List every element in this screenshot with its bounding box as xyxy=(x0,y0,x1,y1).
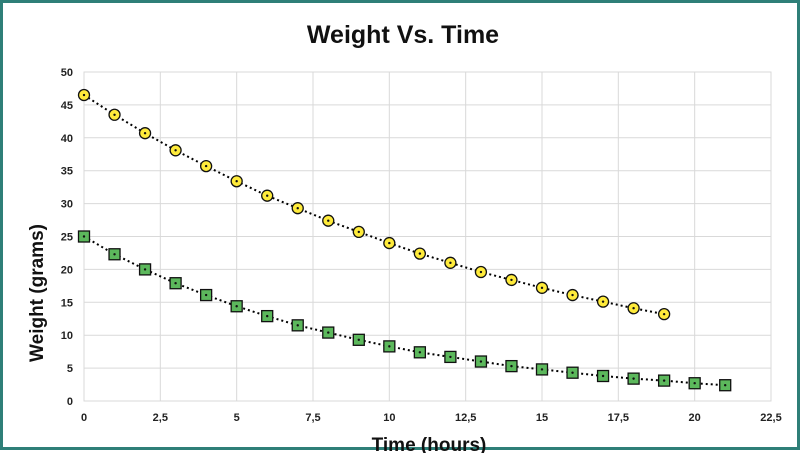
data-point-center-dot xyxy=(510,278,513,282)
data-point-center-dot xyxy=(296,324,299,327)
y-axis-title: Weight (grams) xyxy=(27,224,48,362)
data-point-center-dot xyxy=(296,207,299,210)
tick-labels: 0 5 10 15 20 25 30 35 40 45 50 0 2,5 5 7,5 10 12,5 15 17,5… xyxy=(61,67,782,424)
data-point-center-dot xyxy=(449,355,452,359)
data-point-center-dot xyxy=(174,149,177,152)
trendline-2 xyxy=(83,235,726,387)
data-point-center-dot xyxy=(143,131,147,135)
data-point-center-dot xyxy=(235,180,238,183)
data-point-center-dot xyxy=(113,253,116,256)
y-tick-label: 15 xyxy=(61,297,73,309)
x-tick-label: 10 xyxy=(383,412,395,424)
data-point-center-dot xyxy=(724,384,727,387)
data-point-center-dot xyxy=(632,377,635,380)
data-point-center-dot xyxy=(388,241,391,245)
y-tick-label: 25 xyxy=(61,232,73,244)
data-point-center-dot xyxy=(388,345,391,348)
data-point-center-dot xyxy=(571,293,574,297)
data-point-center-dot xyxy=(418,252,422,255)
data-point-center-dot xyxy=(601,300,605,303)
y-tick-label: 0 xyxy=(67,396,73,408)
y-tick-label: 45 xyxy=(61,100,73,112)
data-point-center-dot xyxy=(357,338,360,342)
data-point-center-dot xyxy=(510,364,513,368)
data-point-center-dot xyxy=(204,164,208,168)
x-axis-title: Time (hours) xyxy=(372,435,487,453)
data-point-center-dot xyxy=(479,270,483,274)
data-point-center-dot xyxy=(266,314,269,318)
grid xyxy=(83,71,772,402)
data-point-center-dot xyxy=(632,307,635,310)
x-tick-label: 7,5 xyxy=(305,412,320,424)
data-point-center-dot xyxy=(601,374,605,378)
chart-canvas: 0 5 10 15 20 25 30 35 40 45 50 0 2,5 5 7,5 10 12,5 15 17,5… xyxy=(27,21,782,453)
data-point-center-dot xyxy=(266,194,269,197)
data-point-center-dot xyxy=(327,219,330,222)
data-point-center-dot xyxy=(418,351,422,354)
y-tick-label: 50 xyxy=(61,67,73,79)
data-point-center-dot xyxy=(662,379,666,382)
data-point-center-dot xyxy=(571,371,574,374)
data-point-center-dot xyxy=(174,282,177,285)
y-tick-label: 10 xyxy=(61,330,73,342)
x-tick-label: 12,5 xyxy=(455,412,476,424)
data-point-center-dot xyxy=(113,113,116,116)
data-point-center-dot xyxy=(357,230,360,234)
y-tick-label: 40 xyxy=(61,133,73,145)
y-tick-label: 30 xyxy=(61,199,73,211)
data-point-center-dot xyxy=(82,235,86,238)
x-tick-label: 0 xyxy=(81,412,87,424)
x-tick-label: 20 xyxy=(689,412,701,424)
data-point-center-dot xyxy=(449,261,452,265)
x-tick-label: 15 xyxy=(536,412,548,424)
data-point-center-dot xyxy=(143,268,147,271)
data-point-center-dot xyxy=(540,368,544,371)
data-point-center-dot xyxy=(82,93,86,97)
data-point-center-dot xyxy=(693,382,696,385)
data-point-center-dot xyxy=(662,312,666,316)
data-point-center-dot xyxy=(235,305,238,308)
y-tick-label: 35 xyxy=(61,166,73,178)
data-point-center-dot xyxy=(479,360,483,363)
series-layer xyxy=(77,88,732,392)
data-point-center-dot xyxy=(327,331,330,334)
data-point-center-dot xyxy=(204,293,208,297)
x-tick-label: 2,5 xyxy=(153,412,168,424)
y-tick-label: 20 xyxy=(61,264,73,276)
x-tick-label: 5 xyxy=(234,412,240,424)
chart-title: Weight Vs. Time xyxy=(307,21,499,49)
x-tick-label: 17,5 xyxy=(608,412,629,424)
data-point-center-dot xyxy=(540,286,544,290)
x-tick-label: 22,5 xyxy=(760,412,781,424)
y-tick-label: 5 xyxy=(67,363,73,375)
